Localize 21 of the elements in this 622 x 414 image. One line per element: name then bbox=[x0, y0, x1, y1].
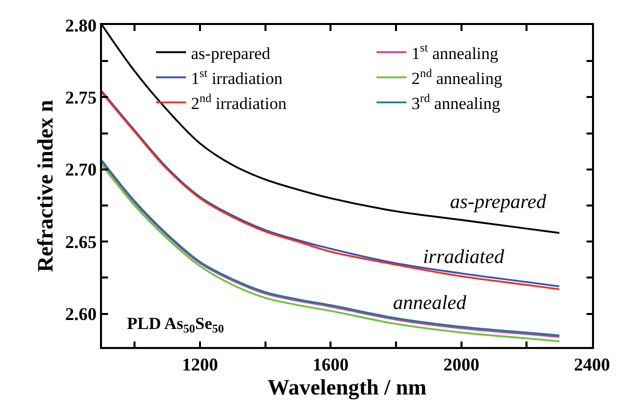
legend-label: 1$^{st}$ annealing bbox=[412, 40, 499, 63]
y-tick-label: 2.70 bbox=[65, 160, 97, 180]
legend-label: 2$^{nd}$ irradiation bbox=[191, 90, 287, 114]
x-axis-title: Wavelength / nm bbox=[268, 374, 426, 400]
y-tick-label: 2.80 bbox=[65, 15, 97, 36]
y-axis-title: Refractive index n bbox=[32, 100, 58, 272]
legend-label: as-prepared bbox=[191, 44, 271, 63]
legend-label: 1$^{st}$ irradiation bbox=[191, 66, 283, 88]
legend-label: 3$^{rd}$ annealing bbox=[412, 90, 501, 114]
x-tick-label: 2400 bbox=[574, 354, 610, 374]
annotation: as-prepared bbox=[450, 191, 548, 213]
x-tick-label: 2000 bbox=[443, 354, 480, 374]
x-tick-label: 1200 bbox=[182, 354, 218, 374]
annotation: PLD As$_{50}$Se$_{50}$ bbox=[127, 314, 224, 336]
y-tick-label: 2.65 bbox=[65, 232, 97, 252]
x-tick-label: 1600 bbox=[312, 354, 349, 374]
y-tick-label: 2.60 bbox=[65, 304, 97, 324]
annotation: irradiated bbox=[423, 246, 506, 268]
y-tick-label: 2.75 bbox=[65, 88, 97, 108]
annotation: annealed bbox=[393, 292, 468, 314]
legend-label: 2$^{nd}$ annealing bbox=[412, 66, 503, 88]
